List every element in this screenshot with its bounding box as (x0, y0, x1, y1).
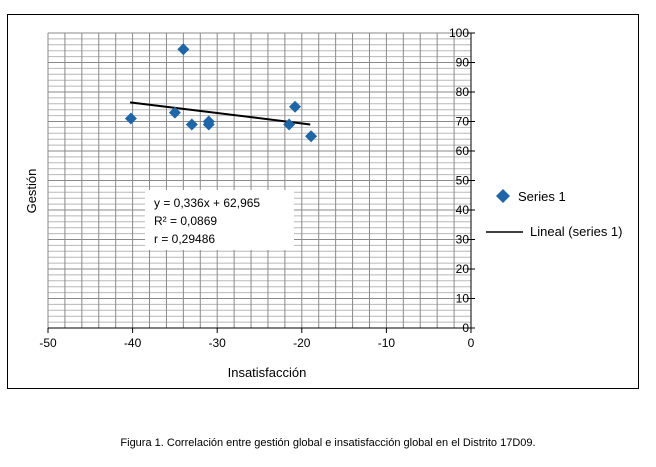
data-point (185, 118, 198, 131)
y-tick-label: 50 (456, 174, 470, 188)
y-tick-label: 80 (456, 85, 470, 99)
r-squared-label: R² = 0,0869 (154, 214, 217, 228)
trendline (129, 101, 311, 126)
y-tick-label: 30 (456, 233, 470, 247)
data-point (124, 112, 137, 125)
gridlines (47, 32, 472, 329)
data-point (283, 118, 296, 131)
data-point (305, 130, 318, 143)
equation-label: y = 0,336x + 62,965 (154, 196, 260, 210)
y-tick-label: 10 (456, 292, 470, 306)
x-tick-label: 0 (468, 336, 475, 350)
x-tick-label: -10 (378, 336, 396, 350)
y-tick-label: 40 (456, 203, 470, 217)
y-tick-label: 100 (449, 26, 469, 40)
data-point (177, 43, 190, 56)
trendline-group (129, 101, 311, 126)
axes (47, 32, 475, 333)
y-tick-labels: 0 10 20 30 40 50 60 70 80 90 100 (449, 26, 469, 335)
legend-series-marker (496, 189, 510, 203)
scatter-chart: -50 -40 -30 -20 -10 0 0102030405060708090100 … (24, 26, 623, 380)
legend-trendline-label: Lineal (series 1) (530, 224, 623, 239)
y-tick-label: 60 (456, 144, 470, 158)
legend-series-label: Series 1 (518, 189, 566, 204)
chart-frame: -50 -40 -30 -20 -10 0 0 10 20 30 40 50 60 70 80 90 100 … (7, 14, 639, 389)
x-tick-label: -50 (39, 336, 57, 350)
x-tick-label: -20 (293, 336, 311, 350)
equation-box (145, 190, 294, 250)
data-point (168, 106, 181, 119)
legend: Series 1 Lineal (series 1) (486, 189, 623, 239)
x-tick-labels: -50 -40 -30 -20 -10 0 (39, 336, 474, 350)
y-tick-label: 0 (462, 321, 469, 335)
x-axis-title: Insatisfacción (228, 365, 307, 380)
data-point (202, 118, 215, 131)
x-tick-label: -40 (124, 336, 142, 350)
r-label: r = 0,29486 (154, 232, 215, 246)
data-points (124, 43, 318, 143)
x-tick-label: -30 (209, 336, 227, 350)
y-axis-title: Gestión (24, 169, 39, 214)
data-point (289, 100, 302, 113)
y-tick-label: 20 (456, 262, 470, 276)
y-tick-label: 90 (456, 56, 470, 70)
figure-caption: Figura 1. Correlación entre gestión glob… (120, 437, 536, 449)
y-tick-label: 70 (456, 115, 470, 129)
